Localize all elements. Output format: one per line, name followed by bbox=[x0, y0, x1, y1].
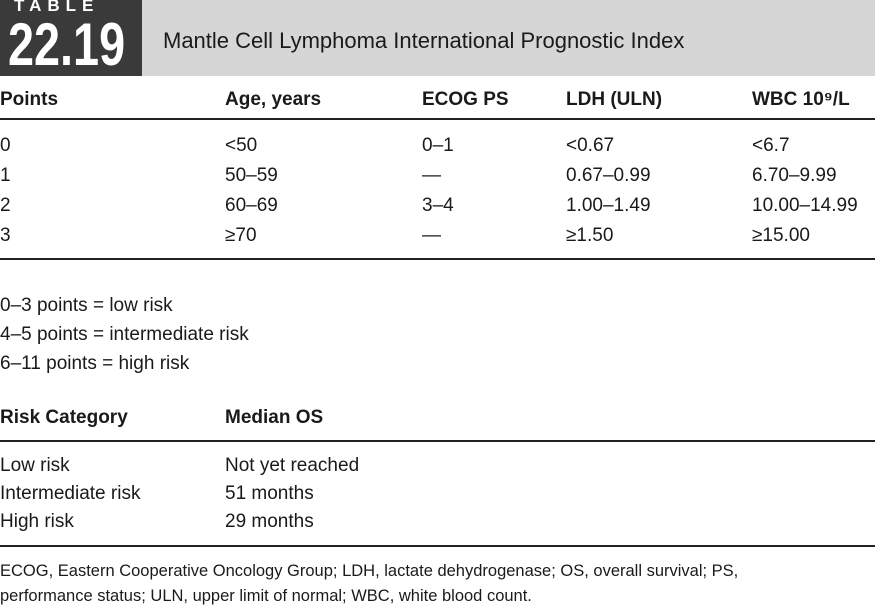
column-header: Points bbox=[0, 89, 59, 110]
footnote-line: performance status; ULN, upper limit of … bbox=[0, 587, 532, 605]
table-cell: 0–1 bbox=[422, 135, 454, 156]
table-cell: 10.00–14.99 bbox=[752, 195, 858, 216]
footnote-line: ECOG, Eastern Cooperative Oncology Group… bbox=[0, 562, 739, 580]
column-header: WBC 10⁹/L bbox=[752, 89, 850, 110]
column-header: Risk Category bbox=[0, 407, 128, 428]
badge-number: 22.19 bbox=[8, 11, 126, 78]
rule bbox=[0, 440, 875, 442]
table-cell: 0.67–0.99 bbox=[566, 165, 651, 186]
table-cell: Intermediate risk bbox=[0, 483, 141, 504]
badge-label: TABLE bbox=[14, 0, 100, 15]
table-cell: <0.67 bbox=[566, 135, 615, 156]
table-cell: — bbox=[422, 225, 441, 246]
scoring-note: 4–5 points = intermediate risk bbox=[0, 324, 249, 345]
table-cell: Low risk bbox=[0, 455, 70, 476]
rule bbox=[0, 545, 875, 547]
table-cell: 29 months bbox=[225, 511, 314, 532]
scoring-note: 6–11 points = high risk bbox=[0, 353, 190, 374]
table-title: Mantle Cell Lymphoma International Progn… bbox=[163, 28, 685, 53]
table-cell: <50 bbox=[225, 135, 258, 156]
table-cell: 1.00–1.49 bbox=[566, 195, 651, 216]
header-band bbox=[0, 0, 875, 76]
rule bbox=[0, 118, 875, 120]
column-header: ECOG PS bbox=[422, 89, 509, 110]
table-cell: High risk bbox=[0, 511, 74, 532]
rule bbox=[0, 258, 875, 260]
table-cell: ≥70 bbox=[225, 225, 257, 246]
table-cell: 6.70–9.99 bbox=[752, 165, 837, 186]
table-cell: — bbox=[422, 165, 441, 186]
table-cell: 60–69 bbox=[225, 195, 278, 216]
table-cell: <6.7 bbox=[752, 135, 790, 156]
scoring-note: 0–3 points = low risk bbox=[0, 295, 173, 316]
table-cell: 3 bbox=[0, 225, 11, 246]
table-cell: 50–59 bbox=[225, 165, 278, 186]
table-cell: 51 months bbox=[225, 483, 314, 504]
table-cell: Not yet reached bbox=[225, 455, 360, 476]
table-cell: ≥15.00 bbox=[752, 225, 810, 246]
table-cell: 1 bbox=[0, 165, 11, 186]
column-header: LDH (ULN) bbox=[566, 89, 663, 110]
column-header: Median OS bbox=[225, 407, 324, 428]
table-cell: 2 bbox=[0, 195, 11, 216]
table-cell: 3–4 bbox=[422, 195, 454, 216]
table-cell: ≥1.50 bbox=[566, 225, 614, 246]
table-cell: 0 bbox=[0, 135, 11, 156]
table-badge bbox=[0, 0, 142, 76]
column-header: Age, years bbox=[225, 89, 322, 110]
